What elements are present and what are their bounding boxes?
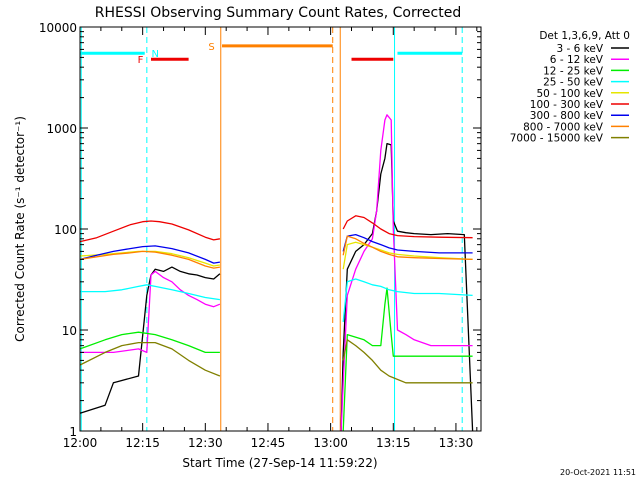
state-letter-n: N xyxy=(151,49,158,60)
x-tick-label-1: 12:15 xyxy=(125,436,160,450)
date-stamp: 20-Oct-2021 11:51 xyxy=(560,468,636,477)
series-0-segment-0 xyxy=(79,266,221,414)
series-2-segment-1 xyxy=(342,287,473,432)
legend-label-0: 3 - 6 keV xyxy=(556,43,603,55)
series-6-segment-0 xyxy=(79,245,221,264)
series-7-segment-0 xyxy=(79,250,221,269)
axes: 12:00 12:15 12:30 12:45 13:00 13:15 13:30 1 10 10… xyxy=(39,21,481,450)
state-letter-s: S xyxy=(208,42,214,53)
legend-header: Det 1,3,6,9, Att 0 xyxy=(539,30,630,42)
series-3-segment-1 xyxy=(342,278,473,323)
legend-label-4: 50 - 100 keV xyxy=(536,88,603,100)
series-8-segment-1 xyxy=(342,339,473,384)
legend-label-6: 300 - 800 keV xyxy=(530,110,604,122)
y-tick-label-4: 10000 xyxy=(39,21,77,35)
x-tick-label-3: 12:45 xyxy=(251,436,286,450)
legend-label-5: 100 - 300 keV xyxy=(530,99,604,111)
series-0-segment-1 xyxy=(340,142,474,432)
x-tick-label-2: 12:30 xyxy=(188,436,223,450)
legend-label-2: 12 - 25 keV xyxy=(543,65,604,77)
x-tick-label-4: 13:00 xyxy=(313,436,348,450)
x-tick-label-0: 12:00 xyxy=(63,436,98,450)
instrument-state-bars: NF S xyxy=(80,42,463,66)
y-tick-label-1: 10 xyxy=(62,324,77,338)
x-tick-label-5: 13:15 xyxy=(376,436,411,450)
legend-label-1: 6 - 12 keV xyxy=(550,54,604,66)
y-tick-label-0: 1 xyxy=(69,425,77,439)
state-letter-f: F xyxy=(138,55,144,66)
series-2-segment-0 xyxy=(79,331,220,354)
legend-label-7: 800 - 7000 keV xyxy=(523,121,604,133)
series-4-segment-1 xyxy=(342,241,473,270)
series-1-segment-1 xyxy=(340,114,473,432)
legend-label-3: 25 - 50 keV xyxy=(543,77,604,89)
series-1-segment-0 xyxy=(80,270,221,354)
legend-label-8: 7000 - 15000 keV xyxy=(510,133,604,145)
series-3-segment-0 xyxy=(80,284,220,301)
y-tick-label-3: 1000 xyxy=(46,122,77,136)
series-6-segment-1 xyxy=(342,233,473,254)
x-tick-label-6: 13:30 xyxy=(439,436,474,450)
x-axis-label: Start Time (27-Sep-14 11:59:22) xyxy=(182,456,377,470)
series-8-segment-0 xyxy=(79,341,221,377)
series-7-segment-1 xyxy=(342,235,473,261)
y-tick-label-2: 100 xyxy=(54,223,77,237)
series-5-segment-1 xyxy=(342,215,473,239)
chart-title: RHESSI Observing Summary Count Rates, Co… xyxy=(95,5,461,21)
y-axis-label: Corrected Count Rate (s⁻¹ detector⁻¹) xyxy=(13,116,27,342)
series-4-segment-0 xyxy=(79,250,221,267)
series-layer xyxy=(79,114,474,432)
series-5-segment-0 xyxy=(79,220,221,243)
